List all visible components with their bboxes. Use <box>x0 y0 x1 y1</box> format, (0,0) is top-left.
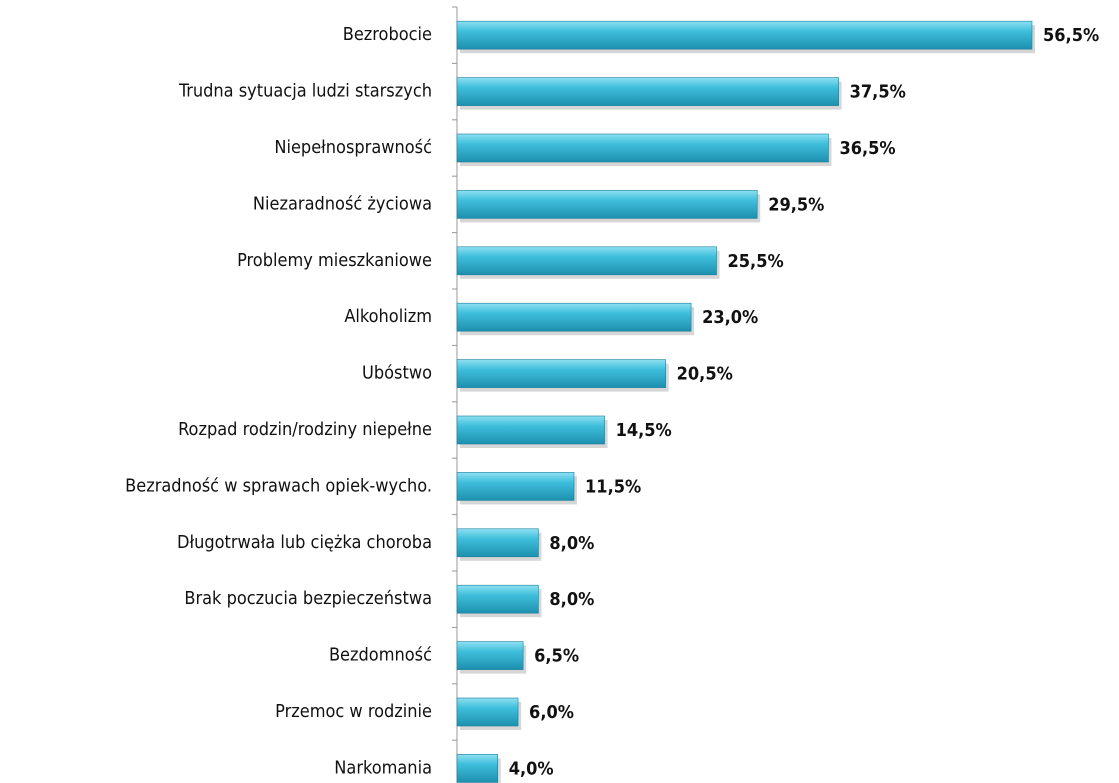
bar <box>456 584 539 614</box>
category-label: Bezrobocie <box>343 24 432 45</box>
data-label: 8,0% <box>549 533 594 554</box>
data-label: 6,0% <box>529 702 574 723</box>
category-label: Niezaradność życiowa <box>253 193 432 214</box>
bar <box>456 754 499 783</box>
bar <box>456 302 692 332</box>
bar <box>456 190 758 219</box>
data-label: 25,5% <box>728 251 784 272</box>
bar <box>456 359 666 388</box>
bar <box>456 528 539 558</box>
category-label: Brak poczucia bezpieczeństwa <box>184 588 432 609</box>
category-label: Niepełnosprawność <box>274 137 432 158</box>
data-label: 36,5% <box>839 138 895 159</box>
category-label: Bezdomność <box>329 645 432 666</box>
bar <box>456 133 829 163</box>
bar <box>456 697 519 727</box>
bar <box>456 246 717 276</box>
data-label: 29,5% <box>768 194 824 215</box>
category-label: Ubóstwo <box>362 363 432 384</box>
category-label: Przemoc w rodzinie <box>275 701 432 722</box>
data-label: 23,0% <box>702 307 758 328</box>
data-label: 6,5% <box>534 646 579 667</box>
bar <box>456 77 839 106</box>
bar <box>456 415 605 445</box>
data-label: 56,5% <box>1043 25 1099 46</box>
data-label: 4,0% <box>509 758 554 779</box>
category-label: Narkomania <box>334 757 432 778</box>
category-label: Długotrwała lub ciężka choroba <box>177 532 432 553</box>
category-label: Bezradność w sprawach opiek-wycho. <box>125 475 432 496</box>
category-label: Rozpad rodzin/rodziny niepełne <box>178 419 432 440</box>
data-label: 14,5% <box>616 420 672 441</box>
bar <box>456 20 1033 50</box>
data-label: 8,0% <box>549 589 594 610</box>
bar <box>456 641 524 670</box>
data-label: 11,5% <box>585 476 641 497</box>
category-label: Trudna sytuacja ludzi starszych <box>178 81 432 102</box>
category-label: Alkoholizm <box>344 306 432 327</box>
data-label: 20,5% <box>677 364 733 385</box>
data-label: 37,5% <box>850 82 906 103</box>
bar <box>456 472 575 501</box>
category-label: Problemy mieszkaniowe <box>237 250 432 271</box>
